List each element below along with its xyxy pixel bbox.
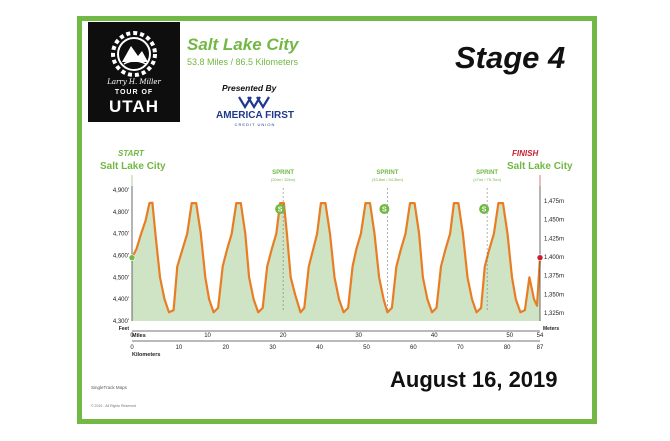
right-axis-tick: 1,400m <box>544 255 564 261</box>
sprint-badge-icon <box>275 204 286 214</box>
sprint-badge-icon <box>379 204 390 214</box>
left-axis-tick: 4,300' <box>113 319 129 325</box>
sprint-label: SPRINT <box>272 170 294 176</box>
left-axis-tick: 4,500' <box>113 275 129 281</box>
sprint-distance: (47mi / 75.7km) <box>473 177 501 182</box>
finish-label: FINISH <box>512 149 539 158</box>
logo-tour-text: TOUR OF <box>114 89 154 96</box>
miles-tick: 20 <box>280 333 287 339</box>
left-axis-tick: 4,900' <box>113 188 129 194</box>
right-axis-tick: 1,425m <box>544 236 564 242</box>
miles-tick: 40 <box>431 333 438 339</box>
right-axis-tick: 1,475m <box>544 199 564 205</box>
right-axis-tick: 1,350m <box>544 292 564 298</box>
sponsor-logo-icon <box>238 96 270 109</box>
kilometers-tick: 20 <box>222 345 229 351</box>
profile-area <box>132 202 540 321</box>
start-city: Salt Lake City <box>100 161 166 172</box>
race-date: August 16, 2019 <box>390 367 558 392</box>
kilometers-tick: 0 <box>130 345 134 351</box>
finish-dot <box>536 254 544 261</box>
sprint-label: SPRINT <box>376 170 398 176</box>
right-axis-tick: 1,375m <box>544 274 564 280</box>
miles-axis-label: Miles <box>132 333 146 339</box>
presented-by-label: Presented By <box>222 83 277 93</box>
miles-tick: 54 <box>537 333 544 339</box>
kilometers-tick: 60 <box>410 345 417 351</box>
sprint-badge-letter: S <box>482 207 487 214</box>
right-axis-tick: 1,450m <box>544 218 564 224</box>
miles-tick: 10 <box>204 333 211 339</box>
sponsor-name: AMERICA FIRST <box>216 110 294 121</box>
sprint-label: SPRINT <box>476 170 498 176</box>
stage-distance: 53.8 Miles / 86.5 Kilometers <box>187 57 299 67</box>
miles-tick: 0 <box>130 333 134 339</box>
finish-city: Salt Lake City <box>507 161 573 172</box>
kilometers-tick: 10 <box>176 345 183 351</box>
gear-bicycle-icon <box>111 31 157 77</box>
kilometers-tick: 87 <box>537 345 544 351</box>
sprint-badge-icon <box>479 204 490 214</box>
left-axis-tick: 4,600' <box>113 254 129 260</box>
left-axis-tick: 4,700' <box>113 232 129 238</box>
kilometers-tick: 80 <box>504 345 511 351</box>
tour-of-utah-logo: Larry H. Miller TOUR OF UTAH <box>88 22 180 122</box>
miles-tick: 30 <box>355 333 362 339</box>
kilometers-tick: 50 <box>363 345 370 351</box>
kilometers-tick: 30 <box>269 345 276 351</box>
copyright-text: © 2019 - All Rights Reserved <box>91 404 136 408</box>
map-credit: SingleTrack Maps <box>91 385 127 390</box>
sprint-distance: (33.8mi / 54.3km) <box>372 177 404 182</box>
left-axis-tick: 4,400' <box>113 297 129 303</box>
start-dot <box>128 254 136 261</box>
profile-line <box>131 201 542 314</box>
start-label: START <box>118 149 144 158</box>
right-axis-unit: Meters <box>543 326 559 332</box>
sprint-badge-letter: S <box>278 207 283 214</box>
logo-utah-text: UTAH <box>109 97 159 116</box>
sponsor-subtitle: CREDIT UNION <box>234 122 276 127</box>
stage-number: Stage 4 <box>455 40 566 75</box>
sprint-badge-letter: S <box>382 207 387 214</box>
left-axis-tick: 4,800' <box>113 210 129 216</box>
kilometers-tick: 70 <box>457 345 464 351</box>
miles-tick: 50 <box>506 333 513 339</box>
stage-city-title: Salt Lake City <box>187 35 299 54</box>
left-axis-unit: Feet <box>119 326 130 332</box>
logo-signature: Larry H. Miller <box>107 78 161 86</box>
kilometers-axis-label: Kilometers <box>132 352 160 358</box>
kilometers-tick: 40 <box>316 345 323 351</box>
sprint-distance: (20mi / 32km) <box>271 177 296 182</box>
right-axis-tick: 1,325m <box>544 311 564 317</box>
